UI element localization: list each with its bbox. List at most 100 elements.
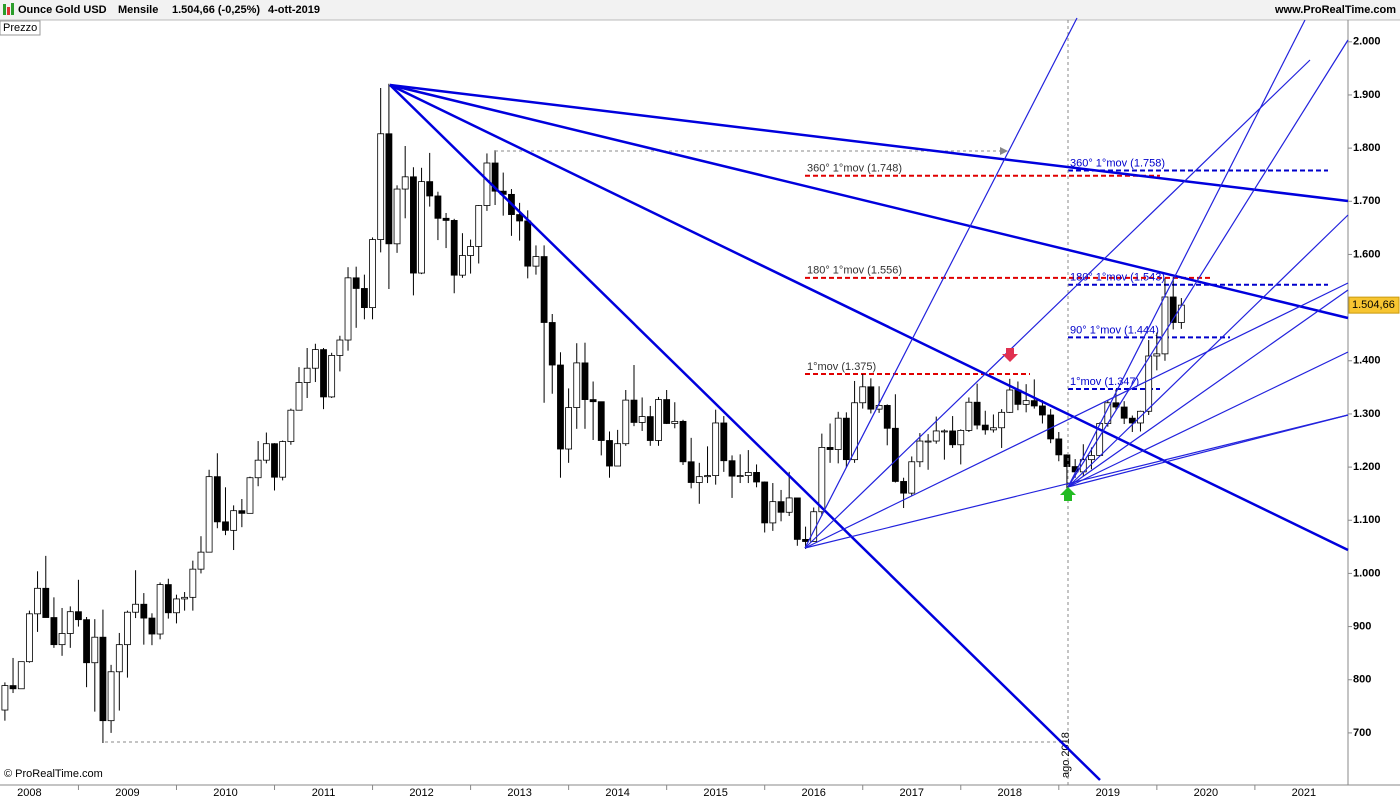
candle-body — [1030, 400, 1038, 407]
candle-body — [230, 510, 238, 531]
panel-label-box — [0, 20, 41, 36]
candle-body — [442, 217, 450, 221]
candle-body — [197, 551, 205, 570]
candle-body — [916, 440, 924, 463]
buy-arrow — [1060, 487, 1076, 501]
candle-body — [189, 568, 197, 598]
candle-body — [75, 611, 82, 621]
candle-body — [965, 401, 973, 431]
candle-body — [164, 584, 172, 614]
candle-body — [238, 510, 246, 514]
guide-arrow — [1000, 147, 1008, 155]
fan-line — [1067, 351, 1349, 488]
x-tick-label: 2021 — [1292, 787, 1316, 799]
candle-body — [704, 475, 711, 478]
y-tick-label: 1.100 — [1353, 514, 1381, 526]
candle-body — [606, 440, 613, 467]
y-tick-label: 900 — [1353, 620, 1371, 632]
candle-body — [924, 440, 932, 443]
fan-line — [804, 17, 1078, 549]
candle-body — [328, 355, 336, 398]
candle-body — [34, 587, 41, 615]
candle-body — [393, 188, 401, 245]
x-tick-label: 2020 — [1194, 787, 1218, 799]
candle-body — [932, 430, 940, 442]
candle-body — [589, 399, 597, 403]
x-tick-label: 2009 — [115, 787, 139, 799]
fan-line — [1067, 289, 1349, 488]
candle-body — [777, 501, 785, 513]
candle-body — [826, 447, 834, 450]
candle-body — [793, 497, 801, 540]
quote: 1.504,66 (-0,25%) — [172, 4, 260, 16]
candle-body — [361, 288, 368, 309]
candle-body — [834, 417, 842, 450]
candle-body — [66, 611, 74, 634]
candle-body — [1055, 438, 1063, 456]
candle-body — [303, 367, 311, 383]
y-tick-label: 1.900 — [1353, 89, 1381, 101]
candle-body — [311, 349, 319, 369]
logo — [7, 7, 10, 15]
y-tick-label: 700 — [1353, 727, 1371, 739]
candle-body — [26, 613, 33, 663]
candle-body — [1022, 400, 1030, 405]
candle-body — [344, 277, 352, 341]
y-tick-label: 1.300 — [1353, 408, 1381, 420]
candle-body — [1, 685, 9, 711]
candle-body — [646, 416, 654, 441]
y-tick-label: 2.000 — [1353, 36, 1381, 48]
candle-body — [957, 430, 965, 446]
candle-body — [900, 481, 908, 494]
candle-body — [262, 443, 270, 461]
candle-body — [630, 399, 638, 423]
candle-body — [140, 603, 148, 619]
candle-body — [908, 461, 916, 494]
candle-body — [99, 636, 107, 722]
candle-body — [475, 205, 483, 247]
candle-body — [124, 611, 131, 646]
candle-body — [949, 430, 957, 446]
candle-body — [557, 364, 564, 450]
candle-body — [1161, 296, 1169, 355]
candle-body — [712, 422, 720, 476]
candle-body — [1063, 454, 1071, 467]
y-tick-label: 1.700 — [1353, 195, 1381, 207]
level-label: 1°mov (1.375) — [807, 361, 876, 373]
candle-body — [753, 472, 760, 483]
candle-body — [842, 417, 850, 461]
date: 4-ott-2019 — [268, 4, 320, 16]
candle-body — [58, 633, 66, 646]
x-tick-label: 2015 — [703, 787, 727, 799]
logo — [3, 4, 6, 15]
candle-body — [622, 399, 630, 445]
panel-label: Prezzo — [3, 22, 37, 34]
y-tick-label: 800 — [1353, 674, 1371, 686]
fan-line — [1067, 414, 1349, 488]
candle-body — [352, 277, 360, 289]
candle-body — [802, 538, 809, 542]
candle-body — [42, 587, 50, 618]
candle-body — [132, 603, 139, 613]
date-marker: ago 2018 — [1060, 732, 1072, 778]
x-tick-label: 2017 — [899, 787, 923, 799]
candle-body — [271, 443, 278, 478]
candle-body — [1039, 405, 1046, 416]
candle-body — [1128, 417, 1136, 424]
header-bar — [0, 0, 1400, 20]
fan-line — [389, 83, 1349, 552]
candle-body — [9, 685, 17, 690]
x-tick-label: 2014 — [605, 787, 629, 799]
copyright: © ProRealTime.com — [4, 768, 103, 780]
candle-body — [532, 256, 540, 267]
candle-body — [785, 497, 793, 513]
candle-body — [1177, 304, 1185, 323]
candle-body — [1088, 454, 1095, 461]
candle-body — [254, 459, 262, 479]
fan-line — [389, 84, 1101, 781]
candle-body — [744, 472, 752, 476]
candle-body — [581, 362, 589, 400]
candle-body — [91, 636, 99, 664]
level-label: 360° 1°mov (1.748) — [807, 163, 902, 175]
logo — [11, 3, 14, 15]
